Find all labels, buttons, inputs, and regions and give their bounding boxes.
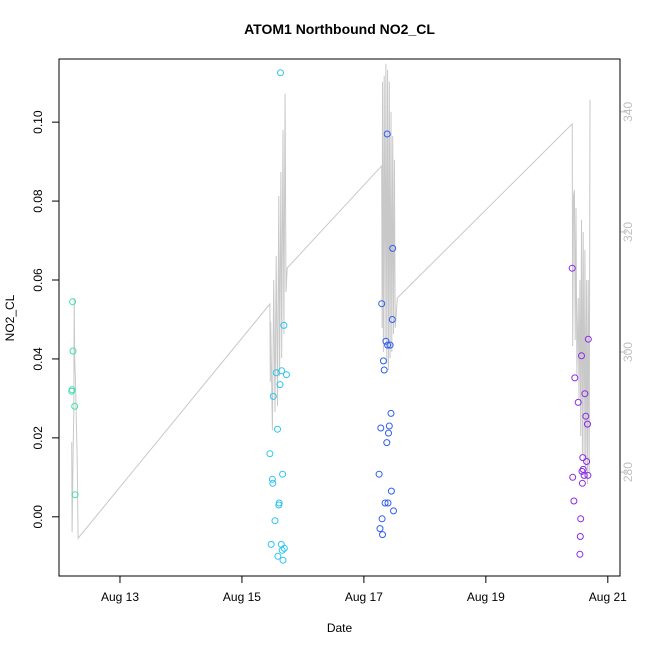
data-point (280, 321, 288, 329)
y2-tick-label: 300 (621, 342, 635, 362)
data-point (278, 367, 286, 375)
data-point (384, 341, 392, 349)
right-axis-line-series (71, 63, 591, 540)
data-point (268, 475, 276, 483)
data-point (276, 381, 284, 389)
data-point (274, 425, 281, 433)
data-point (277, 69, 284, 77)
x-tick-label: Aug 21 (589, 590, 627, 604)
data-point (271, 517, 279, 525)
data-point (375, 470, 383, 478)
y-tick-label: 0.08 (31, 189, 45, 213)
y-tick-label: 0.02 (31, 426, 45, 450)
data-point (280, 544, 288, 552)
data-point (584, 335, 592, 343)
chart-title: ATOM1 Northbound NO2_CL (244, 21, 435, 37)
data-point (390, 507, 397, 515)
data-point (274, 552, 282, 560)
x-tick-label: Aug 13 (101, 590, 139, 604)
data-point (275, 499, 283, 507)
data-point (380, 366, 388, 374)
data-point (569, 473, 577, 481)
data-point (570, 497, 578, 505)
data-point (385, 429, 392, 437)
x-tick-label: Aug 15 (223, 590, 261, 604)
data-point (582, 412, 590, 420)
data-point (388, 316, 396, 323)
data-point (269, 392, 277, 400)
scatter-points-layer (68, 69, 592, 564)
data-point (579, 454, 587, 462)
data-point (583, 458, 591, 465)
data-point (383, 439, 391, 447)
data-point (378, 515, 386, 523)
y-tick-label: 0.10 (31, 110, 45, 134)
data-point (384, 499, 392, 507)
data-point (376, 525, 384, 533)
data-point (387, 487, 395, 495)
plot-frame (58, 58, 621, 577)
data-point (386, 341, 394, 349)
data-point (266, 450, 274, 458)
data-point (581, 390, 589, 398)
data-point (580, 471, 588, 479)
data-point (378, 300, 386, 308)
data-point (71, 491, 79, 499)
data-point (568, 264, 576, 272)
data-point (279, 556, 287, 564)
y-tick-label: 0.06 (31, 268, 45, 292)
data-point (269, 479, 277, 487)
data-point (381, 499, 389, 507)
line-series-layer (71, 63, 591, 540)
data-point (379, 357, 387, 365)
data-point (576, 533, 584, 540)
data-point (571, 374, 579, 382)
x-axis-label: Date (327, 621, 353, 635)
data-point (68, 386, 76, 394)
x-tick-label: Aug 17 (345, 590, 383, 604)
data-point (578, 479, 586, 487)
data-point (577, 515, 585, 523)
data-point (389, 244, 397, 252)
y2-tick-label: 280 (621, 462, 635, 482)
series-4 (568, 264, 592, 558)
series-1 (68, 298, 79, 499)
data-point (578, 352, 585, 360)
x-tick-label: Aug 19 (467, 590, 505, 604)
data-point (69, 347, 77, 355)
data-point (385, 422, 393, 430)
data-point (71, 402, 79, 410)
data-point (69, 298, 77, 306)
series-2 (266, 69, 290, 564)
data-point (267, 540, 275, 548)
data-point (584, 471, 592, 479)
y-tick-label: 0.00 (31, 505, 45, 529)
data-point (278, 546, 286, 554)
data-point (387, 409, 395, 417)
y-axis-label: NO2_CL (3, 294, 17, 341)
y2-tick-label: 320 (621, 222, 635, 242)
data-point (383, 130, 391, 138)
data-point (584, 420, 591, 428)
series-3 (375, 130, 397, 539)
data-point (382, 337, 390, 345)
data-point (379, 531, 386, 539)
data-point (282, 371, 290, 379)
y2-tick-label: 340 (621, 102, 635, 122)
data-point (574, 398, 582, 406)
data-point (377, 424, 385, 432)
data-point (279, 470, 287, 478)
data-point (576, 550, 584, 558)
y-tick-label: 0.04 (31, 347, 45, 371)
